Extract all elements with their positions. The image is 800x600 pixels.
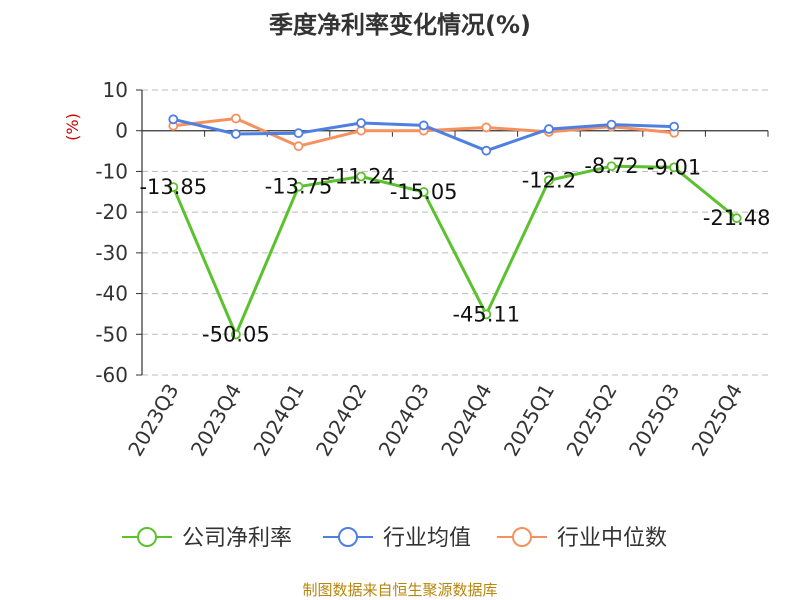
legend-item[interactable]: 行业均值 [323,526,471,551]
data-label: -13.85 [139,175,207,199]
legend-item[interactable]: 行业中位数 [497,526,667,551]
x-tick-label: 2023Q3 [123,380,183,461]
legend-label: 行业均值 [383,526,471,551]
x-tick-label: 2024Q4 [436,380,496,461]
data-point [481,145,492,156]
data-point [230,329,241,340]
data-point [544,175,554,186]
data-point [418,187,429,197]
data-label: -45.11 [452,302,520,326]
grid-lines [142,89,768,376]
y-tick-label: -20 [95,200,128,224]
y-tick-label: -30 [95,241,128,265]
chart-title: 季度净利率变化情况(%) [269,11,531,39]
x-tick-label: 2024Q1 [248,380,308,461]
data-point [230,113,241,124]
y-tick-label: -60 [95,363,128,387]
data-point [168,114,179,125]
x-tick-label: 2025Q1 [499,380,559,461]
data-point [544,124,554,134]
data-label: -15.05 [390,180,458,204]
series-lines [168,113,742,340]
data-point [606,161,617,172]
legend-swatch-marker [137,527,157,547]
data-label: -13.75 [265,175,333,199]
data-label: -9.01 [647,155,701,179]
series-line-0 [171,164,738,336]
data-label: -8.72 [584,154,638,178]
legend-item[interactable]: 公司净利率 [122,526,292,551]
data-labels: -13.85 -50.05 -13.75-11.24-15.05 -45.11 -12.… [139,154,770,346]
data-label: -11.24 [327,164,395,188]
y-tick-labels: 10 0 -10 -20 -30 -40 -50 -60 [95,78,128,387]
data-point [293,181,304,192]
data-point [293,128,304,139]
data-point [356,171,367,182]
data-point [356,125,367,136]
x-tick-labels: 2023Q3 2023Q4 2024Q1 2024Q2 2024Q3 2024Q4 2025… [123,380,747,461]
y-unit-label: (%) [63,113,82,141]
y-tick-label: -50 [95,322,128,346]
x-tick-label: 2025Q4 [687,380,747,461]
y-tick-label: 0 [115,119,128,143]
x-tick-label: 2024Q3 [374,380,434,461]
source-note: 制图数据来自恒生聚源数据库 [302,581,497,599]
data-point [731,213,742,224]
data-point [669,162,679,173]
x-tick-label: 2023Q4 [186,380,246,461]
data-label: -12.2 [522,168,576,192]
y-tick-label: -10 [95,159,128,183]
x-tick-label: 2025Q3 [624,380,684,461]
x-tick-label: 2024Q2 [311,380,371,461]
data-point [481,122,492,133]
data-point [293,141,304,152]
legend-swatch-marker [512,527,532,547]
data-point [230,129,241,139]
legend-label: 公司净利率 [182,526,292,551]
data-point [669,121,679,132]
y-tick-label: -40 [95,282,128,306]
data-point [606,119,617,130]
legend-swatch-marker [338,527,358,547]
data-point [418,120,429,131]
data-label: -21.48 [703,206,771,230]
data-point [356,118,367,128]
data-point [168,182,179,193]
data-label: -50.05 [202,322,270,346]
legend-label: 行业中位数 [557,526,667,551]
legend[interactable]: 公司净利率 行业均值 行业中位数 [122,526,667,551]
y-tick-label: 10 [103,78,128,102]
data-point [481,309,492,320]
x-tick-label: 2025Q2 [561,380,621,461]
